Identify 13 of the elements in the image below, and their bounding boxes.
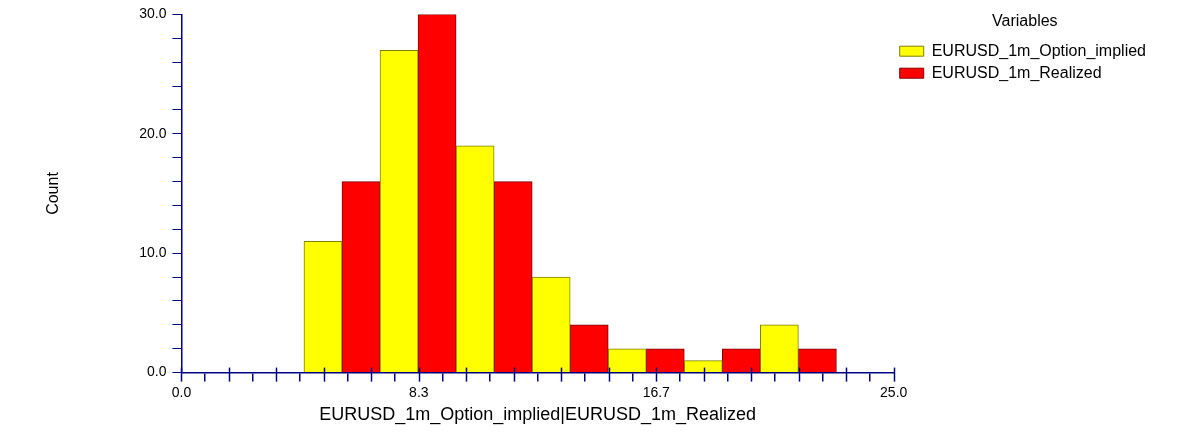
legend-label: EURUSD_1m_Realized	[931, 63, 1102, 82]
legend-label: EURUSD_1m_Option_implied	[931, 41, 1146, 60]
y-tick-label: 10.0	[139, 244, 167, 261]
legend-title: Variables	[992, 12, 1058, 30]
x-tick-label: 8.3	[409, 383, 429, 400]
x-tick-label: 16.7	[642, 383, 671, 400]
y-axis-title: Count	[44, 171, 62, 215]
x-tick-label: 0.0	[171, 383, 192, 400]
y-tick-label: 20.0	[139, 124, 167, 141]
x-tick-label: 25.0	[880, 383, 908, 400]
y-tick-label: 30.0	[139, 5, 167, 22]
y-tick-label: 0.0	[146, 363, 167, 380]
x-axis-title: EURUSD_1m_Option_implied|EURUSD_1m_Realized	[319, 404, 756, 426]
